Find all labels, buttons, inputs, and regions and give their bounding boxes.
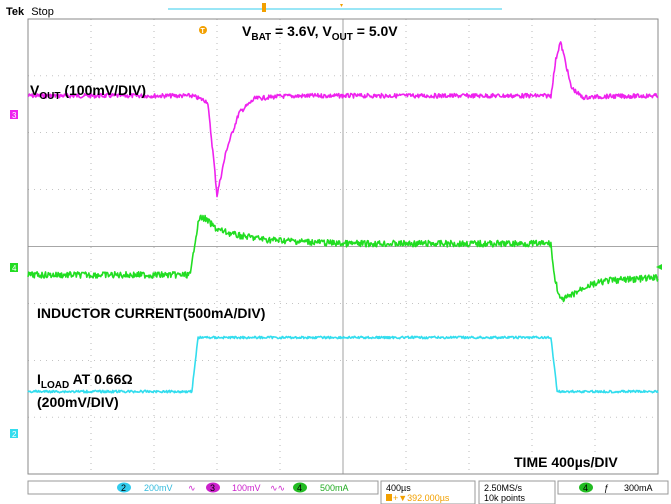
- brand-label: Tek: [6, 6, 25, 18]
- time-scale-label: TIME 400µs/DIV: [514, 454, 618, 470]
- svg-text:4: 4: [583, 483, 588, 493]
- svg-text:10k points: 10k points: [484, 493, 526, 503]
- iload-trace-label: ILOAD AT 0.66Ω: [37, 371, 133, 391]
- acquisition-status: Stop: [31, 6, 54, 18]
- channel-4-marker[interactable]: 4: [10, 263, 18, 273]
- trace-channel-2: [27, 335, 659, 394]
- inductor-current-label: INDUCTOR CURRENT(500mA/DIV): [37, 305, 265, 321]
- trace-group: [27, 41, 659, 394]
- trigger-point-icon: T: [199, 26, 207, 35]
- ch3-scale-readout[interactable]: 3 100mV ∿∿: [206, 482, 285, 494]
- svg-text:300mA: 300mA: [624, 483, 653, 493]
- vout-trace-label: VOUT (100mV/DIV): [30, 82, 146, 102]
- status-bar: 2 200mV ∿ 3 100mV ∿∿ 4 500mA 400µs +▼392…: [27, 480, 669, 504]
- trace-channel-4: [27, 214, 659, 303]
- svg-text:+▼392.000µs: +▼392.000µs: [393, 493, 450, 503]
- ch4-scale-readout[interactable]: 4 500mA: [293, 482, 349, 494]
- svg-text:2.50MS/s: 2.50MS/s: [484, 483, 523, 493]
- svg-text:Tek Stop: Tek Stop: [6, 6, 54, 18]
- svg-text:3: 3: [12, 111, 17, 120]
- timebase-readout[interactable]: 400µs +▼392.000µs: [380, 480, 476, 504]
- svg-text:100mV: 100mV: [232, 483, 261, 493]
- test-conditions-label: VBAT = 3.6V, VOUT = 5.0V: [242, 23, 398, 43]
- ch3-coupling-icon: ∿∿: [270, 483, 285, 493]
- svg-text:400µs: 400µs: [386, 483, 411, 493]
- svg-text:T: T: [201, 28, 206, 35]
- svg-text:500mA: 500mA: [320, 483, 349, 493]
- horizontal-position-marker: [340, 4, 343, 7]
- svg-text:200mV: 200mV: [144, 483, 173, 493]
- svg-text:4: 4: [297, 483, 302, 493]
- acquisition-readout[interactable]: 2.50MS/s 10k points: [478, 480, 556, 504]
- trigger-level-marker[interactable]: [656, 264, 662, 270]
- ch2-scale-readout[interactable]: 2 200mV ∿: [117, 482, 196, 494]
- trace-channel-3: [27, 41, 659, 198]
- channel-3-marker[interactable]: 3: [10, 110, 18, 120]
- svg-text:4: 4: [12, 264, 17, 273]
- svg-text:2: 2: [12, 430, 17, 439]
- iload-scale-label: (200mV/DIV): [37, 394, 119, 410]
- ch2-coupling-icon: ∿: [188, 483, 196, 493]
- trigger-readout[interactable]: 4 ƒ 300mA: [557, 480, 669, 495]
- rising-edge-icon: ƒ: [604, 483, 609, 493]
- channel-2-marker[interactable]: 2: [10, 429, 18, 439]
- svg-text:2: 2: [121, 483, 126, 493]
- svg-text:3: 3: [210, 483, 215, 493]
- trigger-position-marker[interactable]: [262, 3, 266, 12]
